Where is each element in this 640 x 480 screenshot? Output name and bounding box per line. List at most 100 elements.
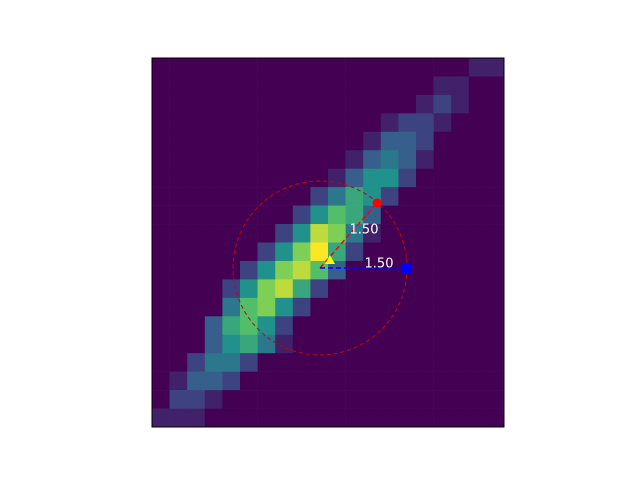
heatmap-cell: [292, 224, 311, 243]
heatmap-cell: [152, 205, 170, 225]
heatmap-cell: [433, 334, 452, 354]
heatmap-cell: [187, 131, 206, 151]
heatmap-cell: [486, 260, 505, 280]
heatmap-cell: [169, 168, 188, 188]
heatmap-cell: [152, 371, 170, 391]
heatmap-cell: [204, 150, 223, 169]
heatmap-cell: [380, 224, 399, 243]
blue-label: 1.50: [365, 257, 394, 272]
heatmap-cell: [451, 131, 470, 151]
heatmap-cell: [451, 371, 470, 391]
heatmap-cell: [345, 205, 364, 225]
heatmap-cell: [257, 224, 276, 243]
heatmap-cell: [187, 279, 206, 299]
heatmap-cell: [310, 371, 329, 391]
heatmap-cell: [328, 205, 346, 225]
heatmap-cell: [451, 168, 470, 188]
heatmap-cell: [222, 316, 241, 336]
heatmap-cell: [152, 168, 170, 188]
heatmap-cell: [240, 113, 258, 133]
heatmap-cell: [433, 94, 452, 114]
heatmap-cell: [363, 205, 382, 225]
heatmap-cell: [187, 76, 206, 96]
heatmap-cell: [240, 58, 258, 77]
heatmap-cell: [257, 353, 276, 372]
heatmap-cell: [451, 334, 470, 354]
heatmap-cell: [380, 408, 399, 428]
heatmap-cell: [152, 297, 170, 317]
heatmap-cell: [152, 353, 170, 372]
heatmap-cell: [222, 224, 241, 243]
heatmap-cell: [363, 353, 382, 372]
heatmap-cell: [380, 279, 399, 299]
heatmap-cell: [152, 58, 170, 77]
heatmap-cell: [328, 279, 346, 299]
heatmap-cell: [363, 408, 382, 428]
heatmap-cell: [363, 371, 382, 391]
heatmap-cell: [486, 58, 505, 77]
heatmap-cell: [468, 390, 487, 409]
heatmap-cell: [380, 390, 399, 409]
heatmap-cell: [169, 408, 188, 428]
heatmap-cell: [468, 76, 487, 96]
heatmap-cell: [433, 408, 452, 428]
heatmap-cell: [240, 94, 258, 114]
heatmap-cell: [380, 260, 399, 280]
heatmap-cell: [345, 371, 364, 391]
heatmap-cell: [204, 205, 223, 225]
heatmap-cell: [169, 94, 188, 114]
heatmap-cell: [433, 168, 452, 188]
heatmap-cell: [468, 297, 487, 317]
heatmap-cell: [328, 260, 346, 280]
heatmap-cell: [486, 408, 505, 428]
heatmap-cell: [433, 260, 452, 280]
heatmap-cell: [275, 334, 294, 354]
heatmap-cell: [398, 353, 417, 372]
heatmap-cell: [486, 94, 505, 114]
heatmap-cell: [204, 316, 223, 336]
heatmap-cell: [451, 390, 470, 409]
heatmap-cell: [222, 168, 241, 188]
heatmap-cell: [345, 353, 364, 372]
heatmap-cell: [363, 260, 382, 280]
heatmap-cell: [152, 334, 170, 354]
heatmap-cell: [363, 316, 382, 336]
heatmap-cell: [468, 58, 487, 77]
heatmap-cell: [187, 205, 206, 225]
heatmap-cell: [363, 297, 382, 317]
heatmap-cell: [222, 187, 241, 206]
heatmap-cell: [292, 131, 311, 151]
heatmap-cell: [240, 150, 258, 169]
heatmap-cell: [275, 113, 294, 133]
heatmap-cell: [345, 408, 364, 428]
blue-endpoint: [402, 263, 412, 273]
heatmap-cell: [152, 224, 170, 243]
heatmap-cell: [310, 94, 329, 114]
heatmap-cell: [240, 224, 258, 243]
heatmap-cell: [292, 279, 311, 299]
heatmap-cell: [363, 390, 382, 409]
red-radius: [319, 202, 378, 269]
heatmap-cell: [222, 390, 241, 409]
heatmap-cell: [363, 131, 382, 151]
heatmap-cell: [292, 76, 311, 96]
heatmap-cell: [169, 371, 188, 391]
heatmap-cell: [204, 279, 223, 299]
heatmap-cell: [416, 224, 434, 243]
heatmap-cell: [468, 131, 487, 151]
heatmap-cell: [345, 390, 364, 409]
heatmap-cell: [292, 408, 311, 428]
heatmap-cell: [468, 408, 487, 428]
heatmap-cell: [275, 58, 294, 77]
heatmap-cell: [433, 58, 452, 77]
heatmap-cell: [222, 150, 241, 169]
heatmap-cell: [468, 113, 487, 133]
center-marker: [325, 255, 335, 264]
heatmap-cell: [275, 150, 294, 169]
heatmap-cell: [187, 390, 206, 409]
heatmap-cell: [398, 205, 417, 225]
heatmap-cell: [275, 224, 294, 243]
heatmap-cell: [187, 168, 206, 188]
heatmap-cell: [451, 316, 470, 336]
heatmap-cell: [451, 187, 470, 206]
